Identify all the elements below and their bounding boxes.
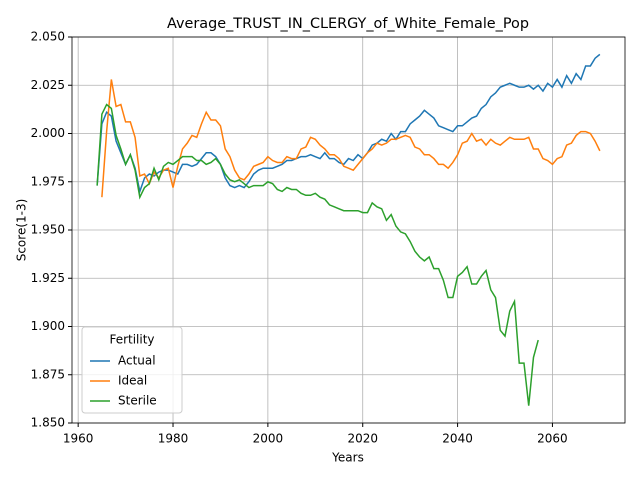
y-tick-label: 1.975 bbox=[31, 174, 65, 188]
x-tick-label: 2060 bbox=[537, 432, 568, 446]
data-line bbox=[96, 53, 601, 195]
legend-box bbox=[81, 326, 183, 414]
y-tick-label: 1.925 bbox=[31, 271, 65, 285]
y-tick-label: 2.025 bbox=[31, 78, 65, 92]
legend-label: Ideal bbox=[118, 374, 147, 388]
chart-title: Average_TRUST_IN_CLERGY_of_White_Female_… bbox=[167, 16, 529, 32]
x-tick-label: 1980 bbox=[158, 432, 189, 446]
x-tick-label: 2020 bbox=[347, 432, 378, 446]
x-tick-label: 2040 bbox=[442, 432, 473, 446]
x-axis-label: Years bbox=[331, 451, 364, 465]
legend-label: Sterile bbox=[118, 394, 157, 408]
y-tick-label: 1.875 bbox=[31, 367, 65, 381]
legend-title: Fertility bbox=[109, 333, 154, 347]
plot-frame bbox=[71, 36, 626, 424]
y-tick-label: 1.900 bbox=[31, 319, 65, 333]
y-tick-label: 2.000 bbox=[31, 126, 65, 140]
x-tick-label: 2000 bbox=[253, 432, 284, 446]
data-line bbox=[101, 79, 601, 198]
y-tick-label: 1.850 bbox=[31, 416, 65, 430]
data-line bbox=[96, 103, 539, 406]
y-axis-label: Score(1-3) bbox=[15, 199, 29, 262]
y-tick-label: 2.050 bbox=[31, 30, 65, 44]
legend-label: Actual bbox=[118, 354, 156, 368]
y-tick-label: 1.950 bbox=[31, 223, 65, 237]
legend: Fertility Actual Ideal Sterile bbox=[81, 326, 183, 414]
x-tick-label: 1960 bbox=[63, 432, 94, 446]
